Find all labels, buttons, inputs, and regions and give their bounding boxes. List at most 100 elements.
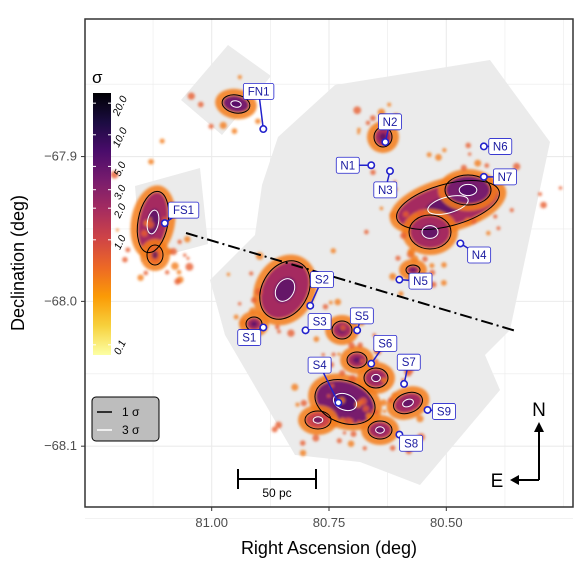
- source-label-box: [167, 201, 200, 219]
- colorbar-tick-label: 3.0: [112, 183, 129, 201]
- source-label-box: [399, 434, 424, 452]
- source-s4: S4: [307, 356, 343, 407]
- colorbar-title: σ: [92, 68, 103, 87]
- contour-3sigma: [274, 278, 296, 302]
- contour-3sigma: [146, 209, 160, 235]
- x-axis-title: Right Ascension (deg): [241, 538, 417, 558]
- compass: N E: [491, 400, 546, 492]
- source-n7: N7: [479, 168, 517, 186]
- contour-3sigma: [458, 183, 478, 197]
- source-marker: [385, 167, 394, 176]
- source-s3: S3: [301, 313, 332, 335]
- source-label-box: [242, 83, 275, 100]
- source-marker: [381, 138, 390, 147]
- source-marker: [423, 405, 432, 414]
- contour-1sigma: [346, 351, 368, 369]
- source-label-box: [310, 271, 334, 289]
- contour-3sigma: [402, 398, 414, 408]
- source-label: S5: [355, 311, 369, 323]
- source-label-box: [349, 307, 374, 325]
- contour-1sigma: [331, 320, 353, 340]
- source-marker: [367, 161, 376, 170]
- source-n5: N5: [395, 272, 433, 290]
- contour-3sigma: [421, 225, 439, 239]
- contour-1sigma: [146, 244, 164, 266]
- contour-1sigma: [392, 391, 424, 415]
- source-n2: N2: [378, 113, 402, 147]
- y-tick-label: −68.1: [44, 438, 77, 453]
- source-fn1: FN1: [242, 83, 275, 134]
- source-marker: [259, 125, 268, 134]
- contour-1sigma: [408, 214, 452, 250]
- contour-3sigma: [427, 195, 469, 215]
- source-label: S3: [313, 317, 327, 329]
- source-label-box: [378, 113, 402, 131]
- contour-3sigma: [230, 100, 242, 108]
- source-marker: [306, 301, 315, 310]
- source-marker: [456, 239, 465, 248]
- emission-region: [298, 405, 338, 435]
- contour-3sigma: [371, 373, 381, 383]
- source-marker: [301, 326, 310, 335]
- contour-1sigma: [396, 180, 500, 230]
- source-n6: N6: [479, 138, 513, 155]
- source-label: FN1: [248, 86, 270, 98]
- source-label: S4: [313, 360, 328, 372]
- source-label: S6: [378, 338, 392, 350]
- source-s6: S6: [367, 334, 398, 368]
- contour-1sigma: [314, 379, 376, 425]
- y-axis: −67.9 −68.0 −68.1: [44, 149, 85, 453]
- source-label: N3: [378, 185, 393, 197]
- contour-1sigma: [304, 410, 332, 430]
- emission-region: [361, 415, 399, 445]
- source-label: N5: [413, 276, 428, 288]
- contour-1sigma: [259, 260, 311, 320]
- source-label: S8: [404, 438, 418, 450]
- source-label: N7: [498, 172, 513, 184]
- x-tick-label: 81.00: [195, 515, 228, 530]
- source-label-box: [335, 156, 360, 174]
- source-label-box: [373, 334, 398, 352]
- x-tick-label: 80.50: [430, 515, 463, 530]
- source-s7: S7: [396, 353, 421, 388]
- x-axis: 81.00 80.75 80.50: [195, 507, 463, 530]
- source-label: N6: [493, 141, 508, 153]
- scale-bar-label: 50 pc: [262, 486, 291, 500]
- contour-1sigma: [363, 367, 389, 389]
- source-marker: [479, 142, 488, 151]
- source-label: N1: [340, 160, 355, 172]
- colorbar-tick-label: 0.1: [112, 338, 129, 356]
- legend-label-1sigma: 1 σ: [122, 405, 140, 419]
- source-label: S2: [315, 275, 329, 287]
- source-label-box: [432, 403, 456, 420]
- source-label: S9: [437, 406, 451, 418]
- source-s8: S8: [395, 430, 424, 452]
- source-marker: [353, 326, 362, 335]
- source-fs1: FS1: [160, 201, 200, 228]
- source-n3: N3: [373, 167, 398, 199]
- source-marker: [334, 398, 343, 407]
- y-axis-title: Declination (deg): [8, 195, 28, 331]
- colorbar-gradient: [93, 93, 111, 355]
- colorbar-tick-label: 5.0: [112, 160, 129, 178]
- colorbar-tick-label: 1.0: [112, 233, 129, 251]
- source-label-box: [307, 313, 332, 331]
- source-label: N4: [472, 250, 487, 262]
- emission-region: [438, 169, 498, 211]
- source-marker: [395, 275, 404, 284]
- source-marker: [479, 172, 488, 181]
- x-tick-label: 80.75: [313, 515, 346, 530]
- source-n4: N4: [456, 239, 492, 264]
- compass-east: E: [491, 471, 504, 492]
- contour-1sigma: [221, 94, 251, 114]
- source-label: N2: [383, 117, 398, 129]
- source-marker: [367, 359, 376, 368]
- source-label-box: [488, 138, 513, 155]
- source-marker: [400, 379, 409, 388]
- emission-region: [140, 239, 170, 271]
- source-label-box: [237, 329, 262, 346]
- source-label-box: [373, 181, 398, 199]
- source-label: S7: [402, 357, 416, 369]
- source-label-box: [467, 246, 492, 264]
- compass-north: N: [532, 400, 546, 421]
